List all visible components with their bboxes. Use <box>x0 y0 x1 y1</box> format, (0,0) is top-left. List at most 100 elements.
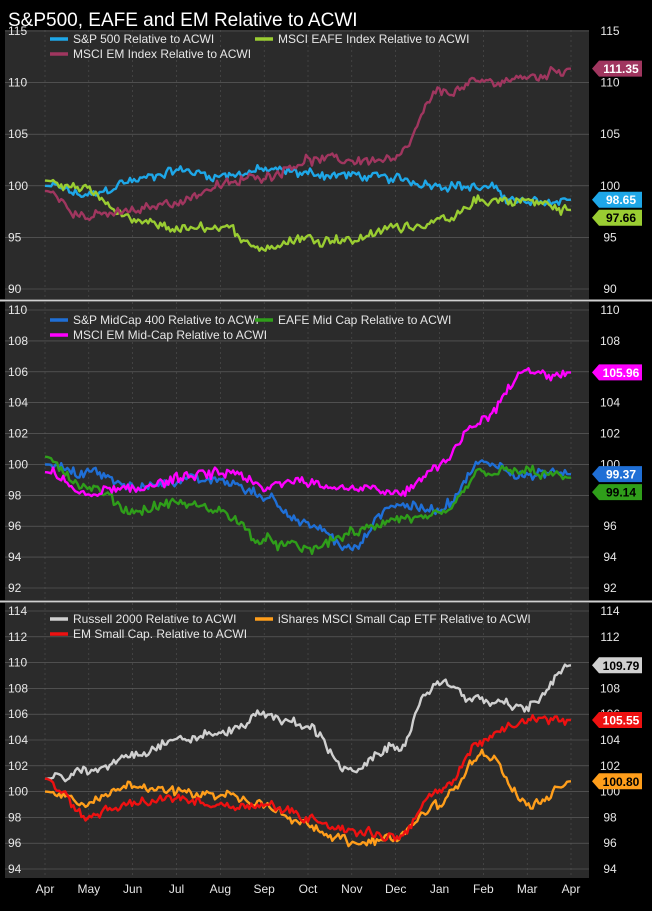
y-tick-label-right: 104 <box>600 733 620 747</box>
y-tick-label-left: 98 <box>8 488 22 502</box>
y-tick-label-left: 104 <box>8 733 28 747</box>
last-value-tag <box>592 773 642 790</box>
y-tick-label-left: 94 <box>8 550 22 564</box>
legend-label: Russell 2000 Relative to ACWI <box>73 612 236 626</box>
y-tick-label-left: 106 <box>8 707 28 721</box>
legend-label: S&P MidCap 400 Relative to ACWI <box>73 313 259 327</box>
y-tick-label-left: 102 <box>8 759 28 773</box>
series-line-2-3 <box>44 367 571 498</box>
x-tick-label: Oct <box>299 882 318 896</box>
last-value-tag <box>592 60 642 77</box>
y-tick-label-left: 100 <box>8 457 28 471</box>
last-value-label: 99.37 <box>606 468 636 482</box>
last-value-tag <box>592 712 642 729</box>
y-tick-label-left: 110 <box>8 656 27 670</box>
y-tick-label-right: 96 <box>603 519 617 533</box>
y-tick-label-right: 94 <box>603 862 617 876</box>
x-tick-label: Dec <box>385 882 406 896</box>
last-value-tag <box>592 484 642 501</box>
x-tick-label: Sep <box>253 882 275 896</box>
y-tick-label-left: 95 <box>8 230 22 244</box>
x-tick-label: Jan <box>430 882 449 896</box>
y-tick-label-right: 96 <box>603 836 617 850</box>
x-tick-label: Jul <box>169 882 184 896</box>
last-value-tag <box>592 209 642 226</box>
y-tick-label-right: 102 <box>600 427 620 441</box>
last-value-label: 105.55 <box>603 714 640 728</box>
last-value-label: 111.35 <box>603 62 639 76</box>
y-tick-label-right: 94 <box>603 550 617 564</box>
y-tick-label-right: 112 <box>600 630 619 644</box>
x-tick-label: Apr <box>36 882 55 896</box>
last-value-tag <box>592 466 642 483</box>
last-value-label: 100.80 <box>603 775 640 789</box>
last-value-tag <box>592 657 642 674</box>
y-tick-label-right: 108 <box>600 334 620 348</box>
series-line-1-3 <box>44 65 571 222</box>
panel-3-background <box>5 603 589 878</box>
legend-label: MSCI EM Mid-Cap Relative to ACWI <box>73 328 267 342</box>
y-tick-label-right: 98 <box>603 810 617 824</box>
y-tick-label-left: 98 <box>8 810 22 824</box>
y-tick-label-left: 110 <box>8 76 27 90</box>
y-tick-label-right: 102 <box>600 759 620 773</box>
y-tick-label-left: 110 <box>8 303 27 317</box>
y-tick-label-left: 94 <box>8 862 22 876</box>
last-value-label: 99.14 <box>606 486 636 500</box>
last-value-label: 98.65 <box>606 193 636 207</box>
y-tick-label-right: 110 <box>600 303 619 317</box>
x-tick-label: May <box>77 882 100 896</box>
last-value-label: 109.79 <box>603 659 640 673</box>
last-value-label: 105.96 <box>603 366 640 380</box>
y-tick-label-left: 105 <box>8 127 28 141</box>
y-tick-label-left: 104 <box>8 396 28 410</box>
y-tick-label-right: 90 <box>603 282 617 296</box>
series-line-3-3 <box>44 714 571 842</box>
legend-label: EAFE Mid Cap Relative to ACWI <box>278 313 451 327</box>
series-line-3-2 <box>44 748 572 848</box>
legend-label: S&P 500 Relative to ACWI <box>73 32 214 46</box>
x-tick-label: Jun <box>123 882 142 896</box>
y-tick-label-left: 92 <box>8 581 22 595</box>
y-tick-label-left: 108 <box>8 334 28 348</box>
y-tick-label-right: 108 <box>600 681 620 695</box>
y-tick-label-right: 92 <box>603 581 617 595</box>
y-tick-label-right: 105 <box>600 127 620 141</box>
panel-2-background <box>5 302 589 600</box>
legend-label: iShares MSCI Small Cap ETF Relative to A… <box>278 612 531 626</box>
x-tick-label: Feb <box>473 882 494 896</box>
y-tick-label-right: 115 <box>600 24 619 38</box>
y-tick-label-right: 110 <box>600 76 619 90</box>
last-value-label: 97.66 <box>606 211 636 225</box>
y-tick-label-right: 114 <box>600 604 619 618</box>
y-tick-label-left: 112 <box>8 630 27 644</box>
y-tick-label-left: 96 <box>8 836 22 850</box>
x-tick-label: Mar <box>517 882 538 896</box>
x-tick-label: Aug <box>210 882 231 896</box>
y-tick-label-left: 96 <box>8 519 22 533</box>
series-line-1-1 <box>44 163 572 207</box>
series-line-1-2 <box>44 178 571 252</box>
y-tick-label-left: 100 <box>8 179 28 193</box>
last-value-tag <box>592 191 642 208</box>
y-tick-label-left: 106 <box>8 365 28 379</box>
series-line-3-1 <box>45 663 572 783</box>
legend-label: EM Small Cap. Relative to ACWI <box>73 627 247 641</box>
x-tick-label: Nov <box>341 882 362 896</box>
x-tick-label: Apr <box>562 882 581 896</box>
y-tick-label-right: 100 <box>600 179 620 193</box>
y-tick-label-left: 115 <box>8 24 27 38</box>
last-value-tag <box>592 364 642 381</box>
legend-label: MSCI EAFE Index Relative to ACWI <box>278 32 469 46</box>
series-line-2-2 <box>44 455 571 555</box>
chart-title: S&P500, EAFE and EM Relative to ACWI <box>8 10 358 31</box>
y-tick-label-right: 95 <box>603 230 617 244</box>
y-tick-label-left: 114 <box>8 604 27 618</box>
y-tick-label-left: 108 <box>8 681 28 695</box>
y-tick-label-right: 104 <box>600 396 620 410</box>
y-tick-label-left: 100 <box>8 785 28 799</box>
y-tick-label-left: 102 <box>8 427 28 441</box>
y-tick-label-left: 90 <box>8 282 22 296</box>
